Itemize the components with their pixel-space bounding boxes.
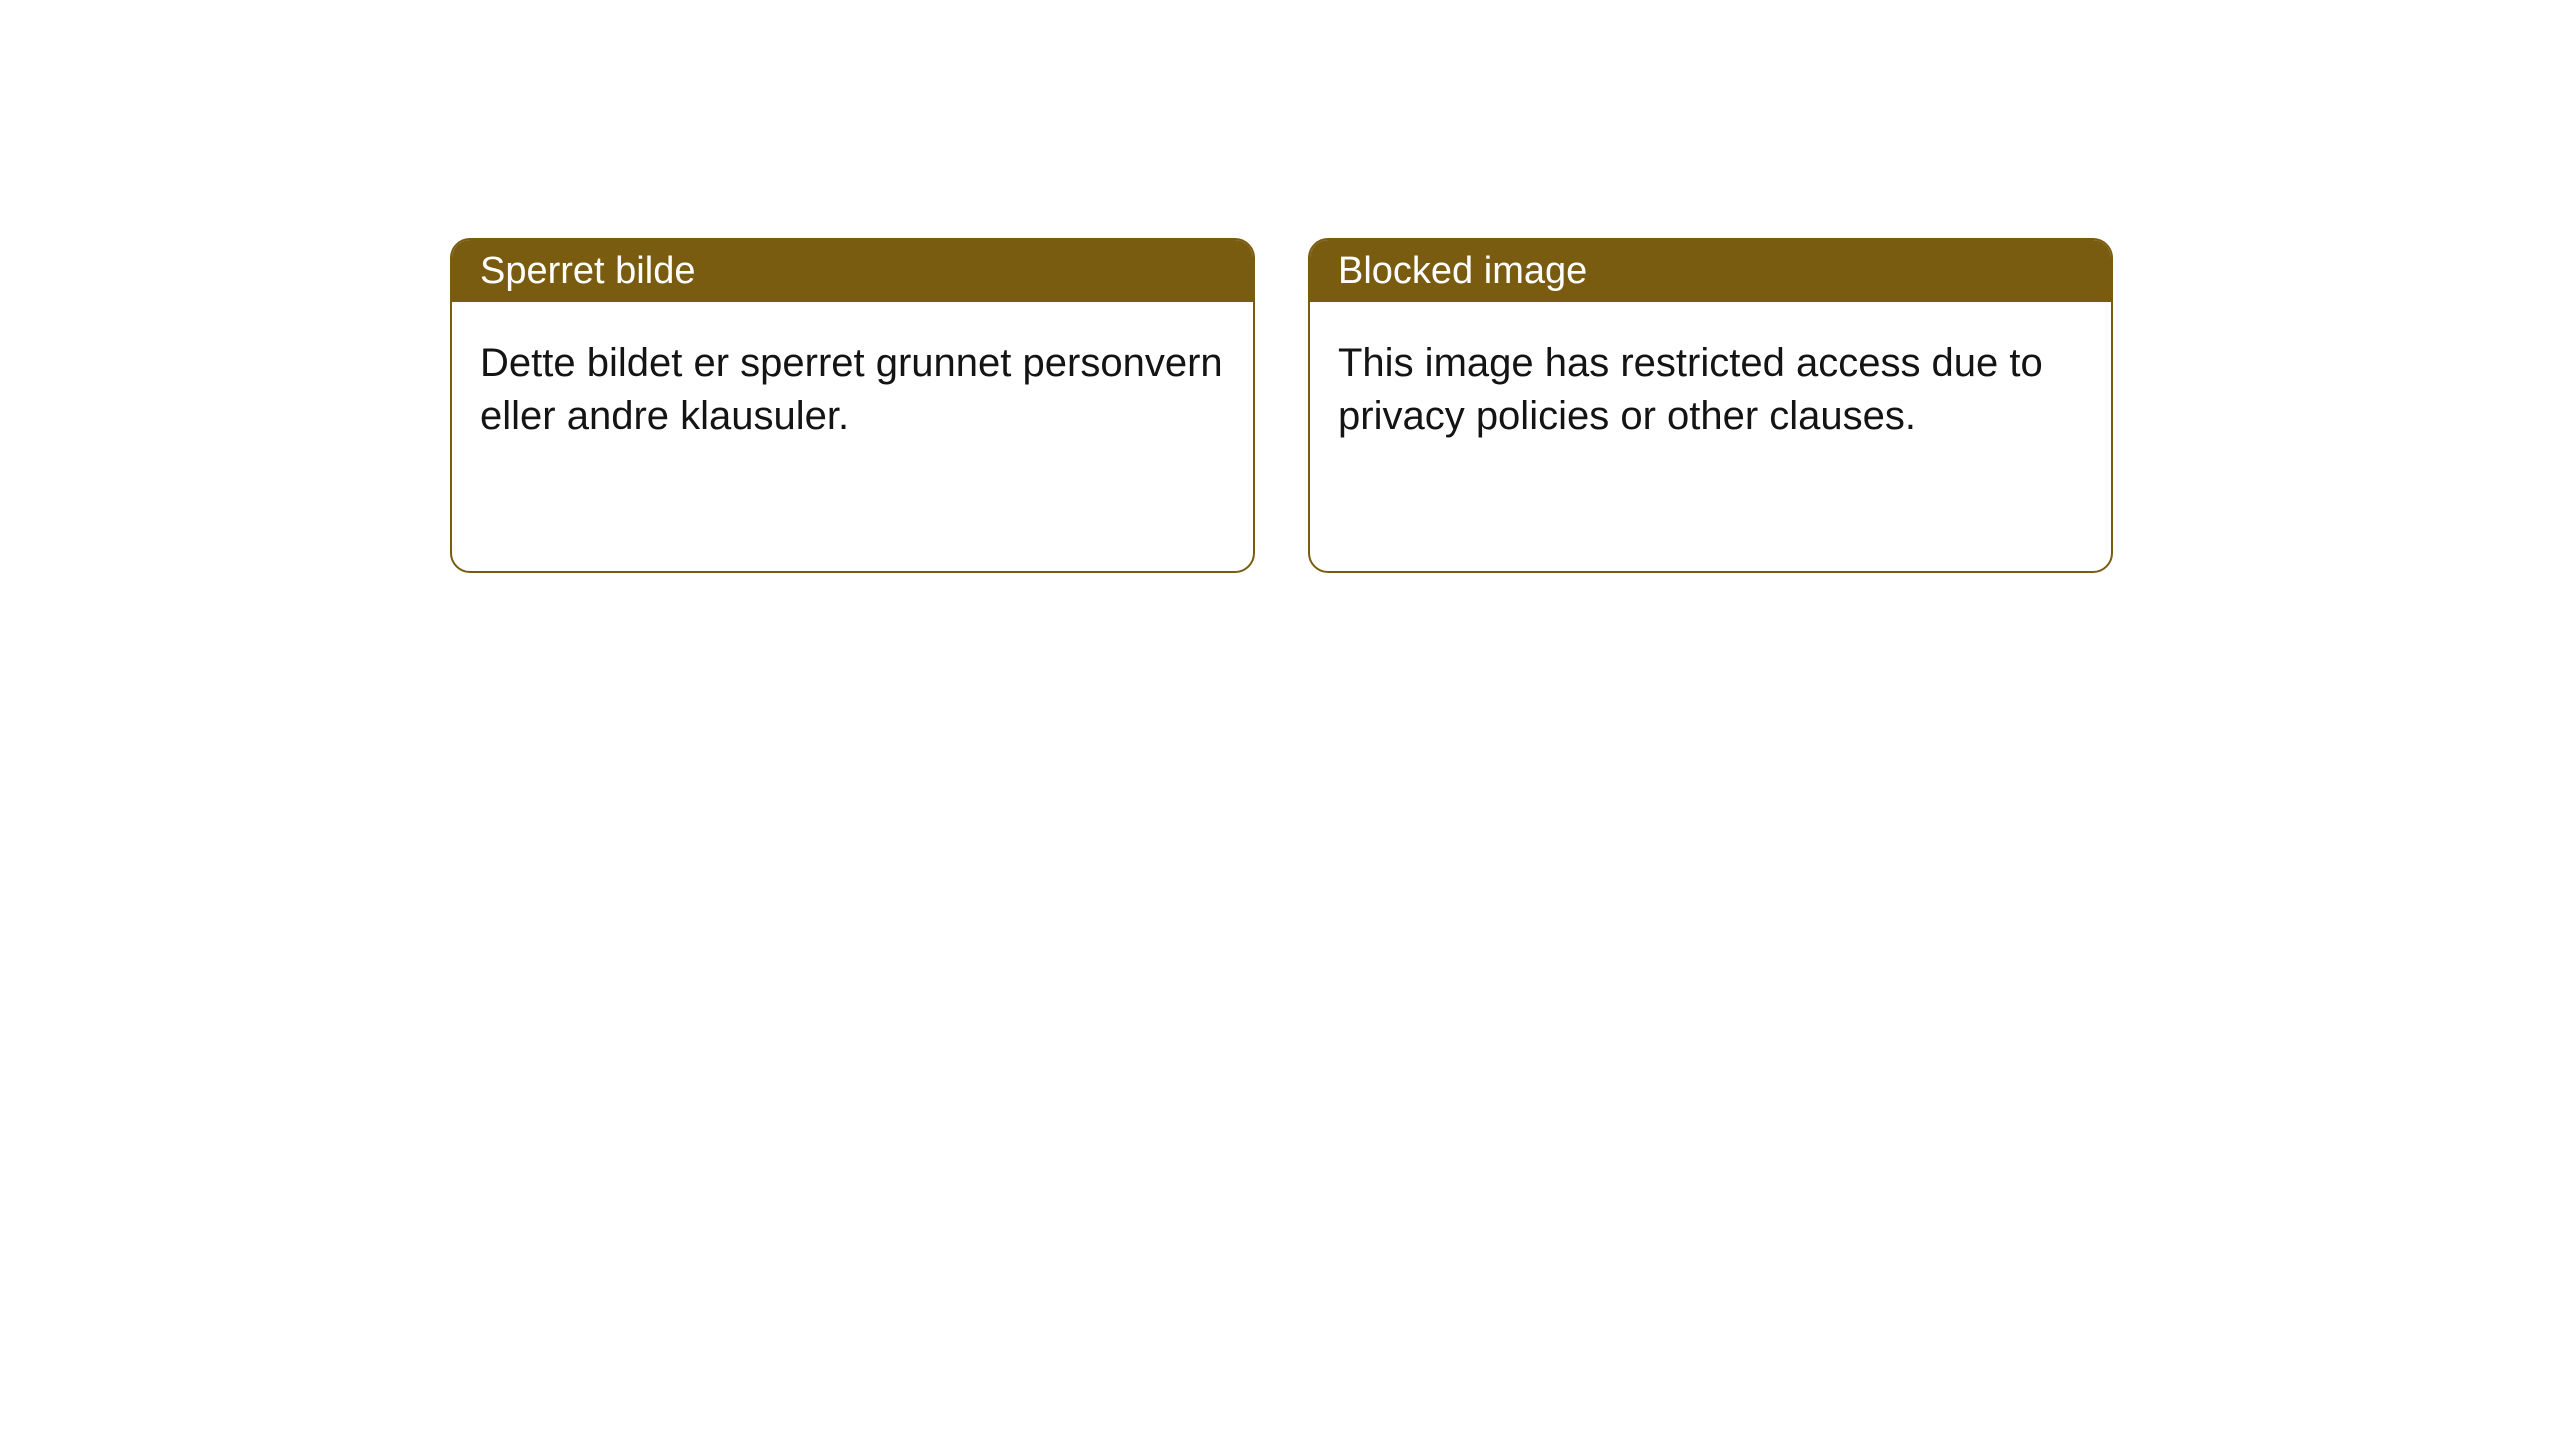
- notice-box-english: Blocked image This image has restricted …: [1308, 238, 2113, 573]
- notice-body-norwegian: Dette bildet er sperret grunnet personve…: [452, 302, 1253, 478]
- notice-container: Sperret bilde Dette bildet er sperret gr…: [450, 238, 2113, 573]
- notice-box-norwegian: Sperret bilde Dette bildet er sperret gr…: [450, 238, 1255, 573]
- notice-header-norwegian: Sperret bilde: [452, 240, 1253, 302]
- notice-title-english: Blocked image: [1338, 250, 1587, 293]
- notice-title-norwegian: Sperret bilde: [480, 250, 695, 293]
- notice-body-english: This image has restricted access due to …: [1310, 302, 2111, 478]
- notice-text-english: This image has restricted access due to …: [1338, 337, 2083, 443]
- notice-text-norwegian: Dette bildet er sperret grunnet personve…: [480, 337, 1225, 443]
- notice-header-english: Blocked image: [1310, 240, 2111, 302]
